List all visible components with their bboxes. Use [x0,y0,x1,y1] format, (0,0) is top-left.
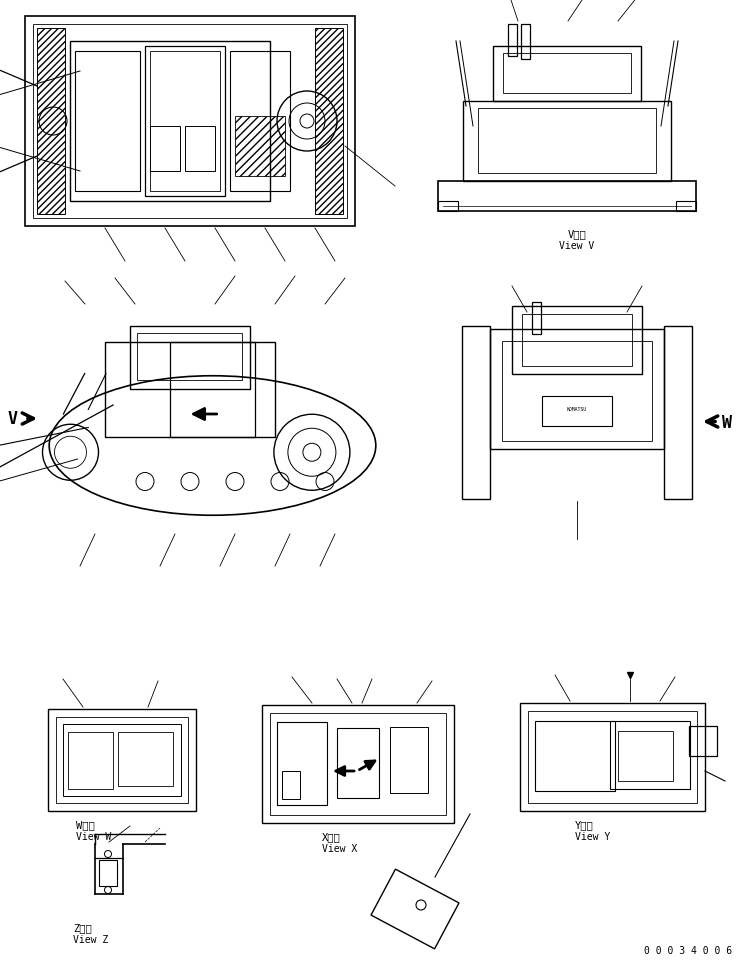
Bar [535,722,615,791]
Bar [145,47,225,197]
Bar [56,717,188,803]
Bar [463,102,671,182]
Bar [118,732,173,786]
Text: View Y: View Y [575,831,610,841]
Bar [150,127,180,172]
Bar [68,732,113,789]
Bar [521,25,530,60]
Bar [438,182,696,211]
Bar [75,52,140,192]
Bar [99,860,117,886]
Bar [520,703,705,811]
Bar [25,17,355,227]
Bar [282,771,300,800]
Bar [390,727,428,793]
Bar [522,314,632,366]
Bar [490,330,664,450]
Text: View Z: View Z [73,934,108,944]
Bar [528,711,697,803]
Bar [503,54,631,94]
Text: 0 0 0 3 4 0 0 6: 0 0 0 3 4 0 0 6 [644,945,732,955]
Bar [315,29,343,214]
Text: View X: View X [322,843,357,853]
Bar [542,397,612,427]
Bar [262,705,454,824]
Bar [170,343,255,437]
Bar [37,29,65,214]
Text: X　視: X 視 [322,831,341,841]
Bar [70,42,270,202]
Bar [478,109,656,174]
Bar [235,117,285,177]
Bar [676,202,696,211]
Bar [230,52,290,192]
Bar [689,727,717,756]
Text: Y　視: Y 視 [575,819,593,829]
Text: V　視: V 視 [568,229,586,238]
Bar [532,303,541,334]
Bar [277,723,327,805]
Bar [337,728,379,799]
Bar [493,47,641,102]
Bar [502,342,652,441]
Bar [137,333,242,381]
Text: W　視: W 視 [76,819,95,829]
Text: View V: View V [559,241,595,251]
Bar [105,343,275,437]
Bar [33,25,347,219]
Bar [462,327,490,500]
Text: View W: View W [76,831,112,841]
Bar [63,725,181,796]
Bar [438,202,458,211]
Bar [150,52,220,192]
Bar [618,731,673,781]
Bar [664,327,692,500]
Text: W: W [722,413,732,431]
Bar [270,713,446,815]
Text: KOMATSU: KOMATSU [567,407,587,411]
Bar [130,327,250,390]
Bar [610,722,690,789]
Bar [48,709,196,811]
Bar [185,127,215,172]
Text: V: V [8,410,18,428]
Text: Z　視: Z 視 [73,922,92,932]
Bar [512,307,642,375]
Bar [508,25,517,57]
